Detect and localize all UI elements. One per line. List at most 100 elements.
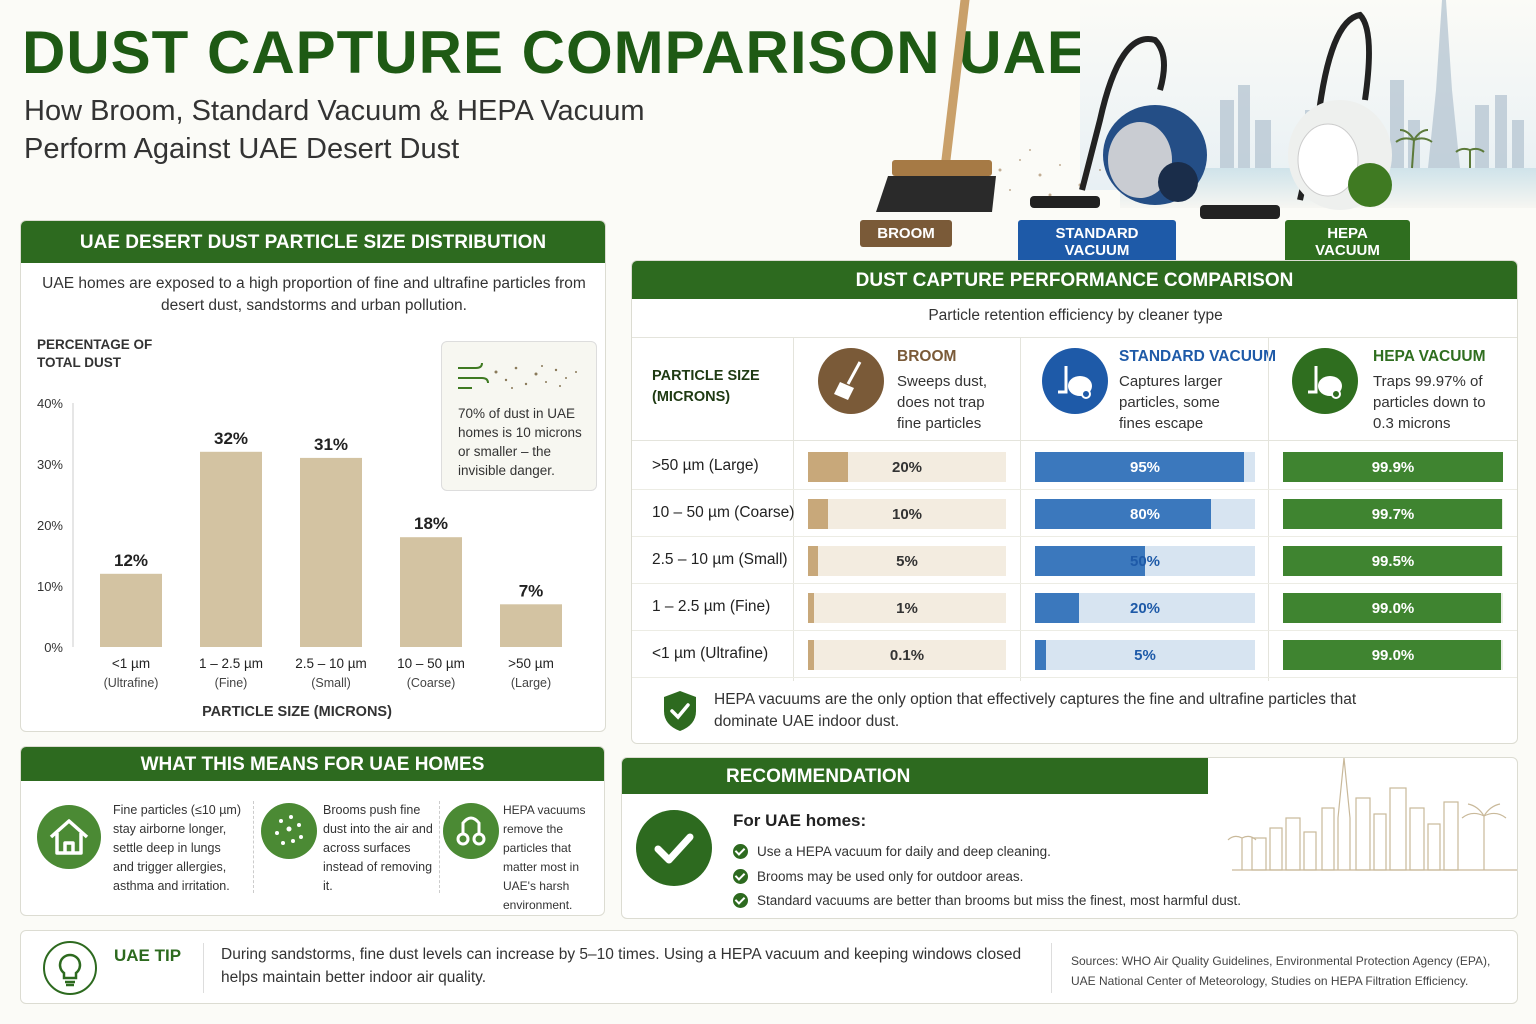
bar-fill [1035, 546, 1145, 576]
bar-track: 10% [808, 499, 1006, 529]
bar-value: 99.0% [1371, 600, 1415, 617]
bar [100, 573, 162, 647]
shield-check-icon [664, 691, 696, 731]
tip-sources: Sources: WHO Air Quality Guidelines, Env… [1071, 954, 1491, 988]
bar [500, 604, 562, 647]
bar-fill [808, 452, 848, 482]
bar-track: 5% [808, 546, 1006, 576]
bar-value: 10% [891, 506, 923, 523]
dust-icon [261, 803, 317, 859]
data-label: 31% [314, 435, 348, 454]
skyline-sketch-icon [1227, 758, 1517, 871]
y-tick-label: 10% [37, 579, 63, 594]
bar-value: 80% [1129, 506, 1161, 523]
recommendation-panel: RECOMMENDATION For UAE homes: Use a HEPA… [621, 757, 1518, 919]
y-axis-label: PERCENTAGE OF TOTAL DUST [37, 337, 153, 370]
recommendation-title: For UAE homes: [733, 811, 867, 830]
bar-fill [1283, 593, 1501, 623]
bar-fill [1035, 499, 1211, 529]
bar-track: 1% [808, 593, 1006, 623]
bar-track: 20% [808, 452, 1006, 482]
standard-vacuum-label: STANDARD VACUUM [1018, 220, 1176, 264]
category-label: 10 – 50 µm [397, 656, 465, 671]
hepa-vacuum-label: HEPA VACUUM [1285, 220, 1410, 264]
bar-value: 20% [891, 459, 923, 476]
bar-value: 1% [896, 600, 918, 617]
bar-fill [808, 546, 818, 576]
means-panel: WHAT THIS MEANS FOR UAE HOMES Fine parti… [20, 746, 605, 916]
bar-fill [808, 499, 828, 529]
bar-track: 99.0% [1283, 640, 1503, 670]
distribution-chart: 0% 10% 20% 30% 40% 12% <1 µm (Ultrafine) 32% 1 – … [37, 396, 562, 690]
bar-value: 50% [1129, 553, 1161, 570]
bar-track: 50% [1035, 546, 1255, 576]
bar-value: 99.7% [1371, 506, 1415, 523]
hepa-vacuum-icon [443, 803, 499, 859]
category-sublabel: (Coarse) [407, 676, 456, 690]
comparison-subheading: Particle retention efficiency by cleaner… [928, 307, 1223, 324]
skyline-icon [1220, 0, 1524, 168]
row-label: 10 – 50 µm (Coarse) [652, 504, 795, 521]
broom-title: BROOM [897, 348, 957, 365]
hero-illustration [876, 0, 1536, 219]
bar [200, 451, 262, 647]
y-tick-label: 40% [37, 396, 63, 411]
bar-fill [1283, 452, 1503, 482]
page-subtitle: How Broom, Standard Vacuum & HEPA Vacuum… [24, 95, 645, 165]
tip-panel: UAE TIP During sandstorms, fine dust lev… [20, 930, 1518, 1004]
bar-track: 95% [1035, 452, 1255, 482]
means-text-1: Fine particles (≤10 µm) stay airborne lo… [113, 803, 241, 893]
category-sublabel: (Ultrafine) [104, 676, 159, 690]
row-label: <1 µm (Ultrafine) [652, 645, 769, 662]
vacuum-icon [1042, 348, 1108, 414]
y-tick-label: 0% [44, 640, 63, 655]
y-tick-label: 20% [37, 518, 63, 533]
recommendation-item-1: Use a HEPA vacuum for daily and deep cle… [733, 844, 1051, 859]
standard-vacuum-illustration [1030, 36, 1207, 208]
hepa-vacuum-desc: Traps 99.97% of particles down to 0.3 mi… [1373, 373, 1486, 432]
row-label: 2.5 – 10 µm (Small) [652, 551, 788, 568]
bar-value: 99.5% [1371, 553, 1415, 570]
row-label: >50 µm (Large) [652, 457, 759, 474]
hepa-vacuum-title: HEPA VACUUM [1373, 348, 1486, 365]
bar-value: 0.1% [889, 647, 925, 664]
particle-size-column-head: PARTICLE SIZE (MICRONS) [652, 368, 760, 405]
callout-text: 70% of dust in UAE homes is 10 microns o… [458, 406, 582, 478]
recommendation-item-2: Brooms may be used only for outdoor area… [733, 869, 1023, 884]
broom-illustration [876, 0, 996, 212]
page-title: DUST CAPTURE COMPARISON UAE [22, 19, 1088, 86]
callout-box: 70% of dust in UAE homes is 10 microns o… [441, 341, 597, 491]
comparison-header-row: PARTICLE SIZE (MICRONS) BROOM Sweeps dus… [632, 337, 1517, 441]
category-sublabel: (Large) [511, 676, 551, 690]
bar-fill [808, 593, 814, 623]
bar-fill [1283, 499, 1503, 529]
tip-title: UAE TIP [114, 946, 182, 965]
bar-value: 99.0% [1371, 647, 1415, 664]
data-label: 32% [214, 429, 248, 448]
hepa-vacuum-illustration [1200, 11, 1392, 219]
bar-value: 5% [896, 553, 918, 570]
data-label: 12% [114, 551, 148, 570]
recommendation-item-3: Standard vacuums are better than brooms … [733, 893, 1241, 908]
bar-track: 20% [1035, 593, 1255, 623]
broom-label: BROOM [860, 220, 952, 247]
palm-icon [1395, 129, 1485, 169]
bar-fill [1283, 640, 1501, 670]
distribution-heading: UAE DESERT DUST PARTICLE SIZE DISTRIBUTI… [21, 221, 605, 263]
broom-desc: Sweeps dust, does not trap fine particle… [897, 373, 988, 432]
bar-fill [1283, 546, 1502, 576]
wind-icon [458, 362, 577, 389]
bar-track: 80% [1035, 499, 1255, 529]
category-label: >50 µm [508, 656, 554, 671]
comparison-panel: DUST CAPTURE PERFORMANCE COMPARISON Part… [631, 260, 1518, 744]
bar-track: 99.9% [1283, 452, 1503, 482]
hepa-icon [1292, 348, 1358, 414]
category-label: <1 µm [112, 656, 150, 671]
bar-fill [808, 640, 814, 670]
category-sublabel: (Small) [311, 676, 351, 690]
bar-value: 95% [1129, 459, 1161, 476]
row-label: 1 – 2.5 µm (Fine) [652, 598, 771, 615]
means-text-3: HEPA vacuums remove the particles that m… [503, 803, 586, 912]
category-label: 2.5 – 10 µm [295, 656, 367, 671]
bar-track: 0.1% [808, 640, 1006, 670]
